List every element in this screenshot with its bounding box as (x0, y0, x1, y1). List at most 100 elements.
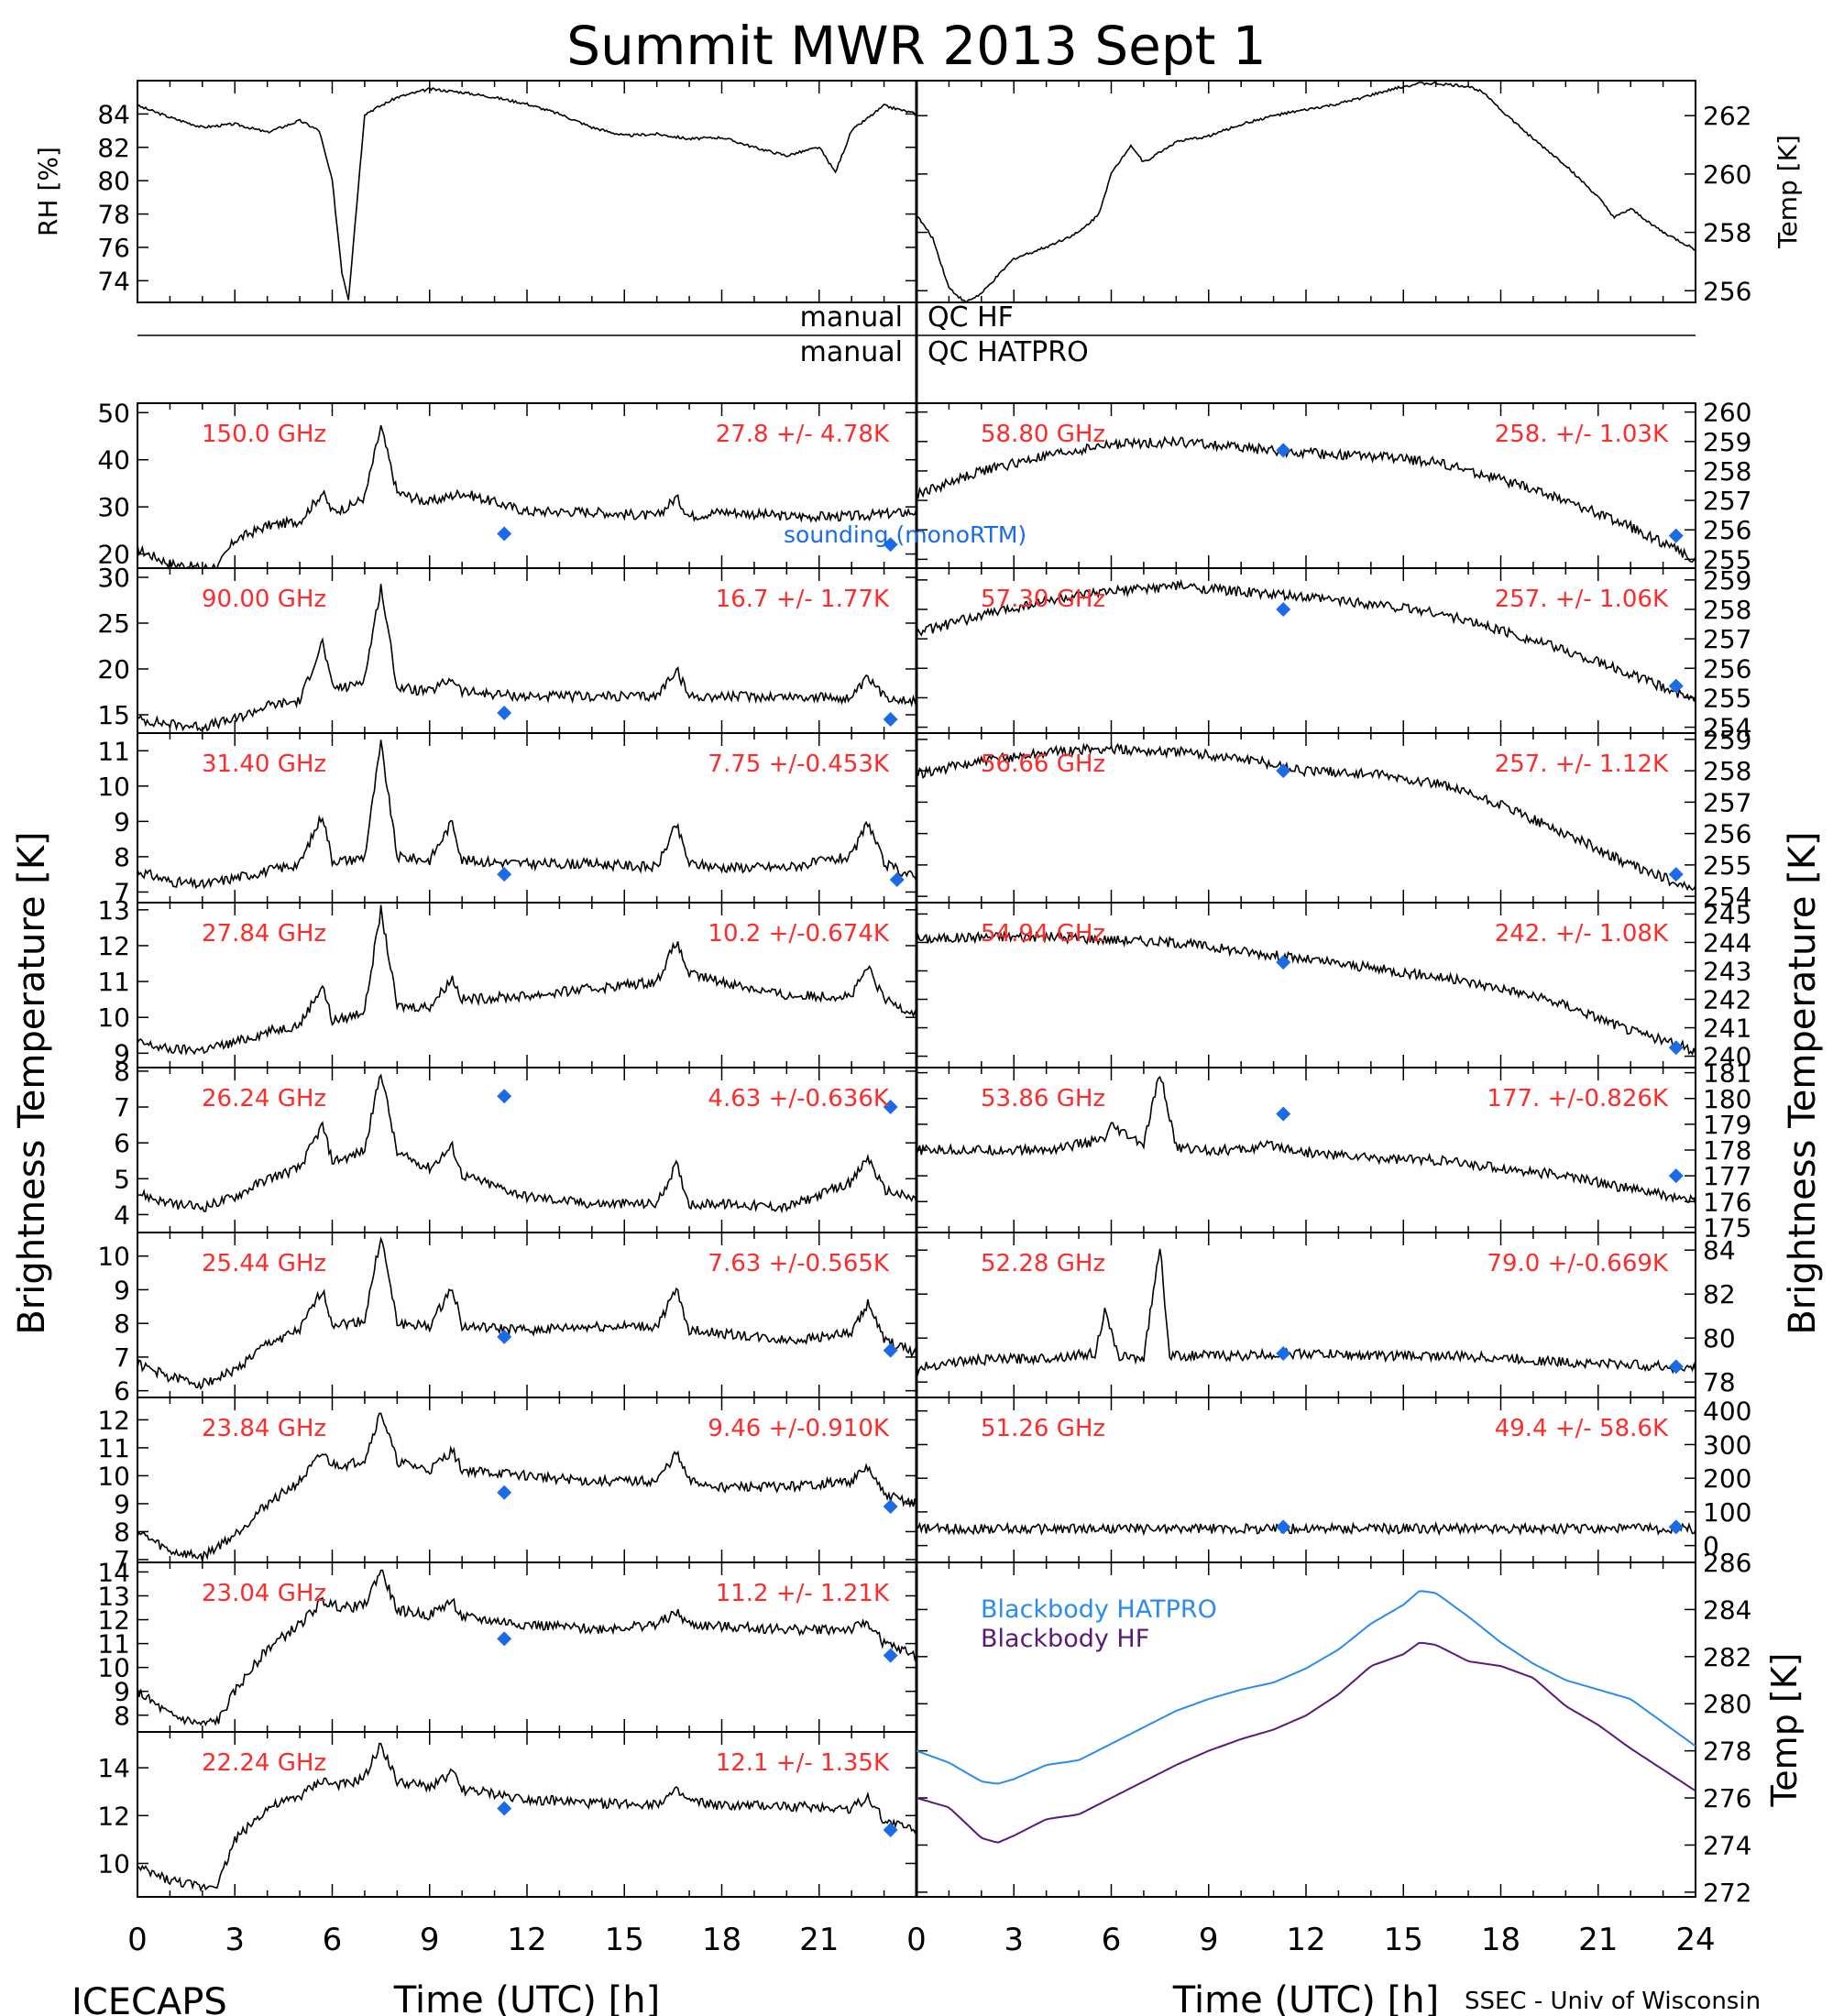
x-tick-label-left: 6 (323, 1922, 343, 1958)
y-tick-label: 11 (97, 967, 130, 997)
y-tick-label: 10 (97, 1848, 130, 1879)
right-axis-title: Brightness Temperature [K] (1782, 831, 1824, 1334)
y-tick-label: 84 (1703, 1235, 1736, 1265)
qc-hatpro-left: manual (800, 336, 903, 368)
y-tick-label: 30 (97, 563, 130, 593)
sounding-point (497, 1329, 512, 1344)
sounding-point (883, 712, 898, 727)
panel-90: 15 20 25 30 90.00 GHz 16.7 +/- 1.77K (97, 563, 917, 734)
x-axis-label-right: Time (UTC) [h] (1172, 1979, 1439, 2016)
x-tick-label-right: 12 (1286, 1922, 1325, 1958)
y-tick-label: 11 (97, 1629, 130, 1660)
y-tick-label: 11 (97, 736, 130, 766)
y-tick-label: 4 (114, 1200, 130, 1230)
sounding-point (1668, 1168, 1684, 1184)
x-tick-label-right: 21 (1578, 1922, 1618, 1958)
chart-title: Summit MWR 2013 Sept 1 (566, 15, 1266, 77)
y-tick-label: 5 (114, 1164, 130, 1194)
x-tick-label-left: 3 (225, 1922, 245, 1958)
y-tick-label: 20 (97, 654, 130, 685)
sounding-point (1276, 763, 1291, 779)
footer-right: SSEC - Univ of Wisconsin (1465, 1988, 1761, 2015)
stat-label: 27.8 +/- 4.78K (716, 421, 890, 448)
qc-hf-right: QC HF (927, 301, 1014, 334)
y-tick-label: 181 (1703, 1058, 1751, 1089)
y-tick-label: 80 (97, 166, 130, 196)
stat-label: 7.63 +/-0.565K (708, 1250, 890, 1277)
sounding-point (883, 1498, 898, 1514)
y-tick-label: 6 (114, 1128, 130, 1158)
stat-label: 9.46 +/-0.910K (708, 1415, 890, 1442)
panel-26: 4 5 6 7 8 26.24 GHz 4.63 +/-0.636K (114, 1057, 917, 1233)
y-tick-label: 8 (114, 842, 130, 872)
y-tick-label: 176 (1703, 1187, 1751, 1217)
trace-line (137, 1569, 917, 1726)
trace-line (137, 584, 917, 732)
y-tick-label: 178 (1703, 1135, 1751, 1166)
sounding-point (1276, 1519, 1291, 1535)
panel-27: 9 10 11 12 13 27.84 GHz 10.2 +/-0.674K (97, 895, 917, 1068)
y-tick-label: 200 (1703, 1463, 1751, 1494)
y-tick-label: 76 (97, 233, 130, 263)
y-tick-label: 10 (97, 1003, 130, 1033)
trace-line (916, 1520, 1696, 1537)
y-tick-label: 400 (1703, 1397, 1751, 1427)
stat-label: 257. +/- 1.06K (1495, 586, 1669, 613)
sounding-point (883, 537, 898, 553)
y-tick-label: 40 (97, 445, 130, 476)
freq-label: 23.84 GHz (202, 1415, 326, 1442)
freq-label: 53.86 GHz (981, 1085, 1105, 1112)
y-tick-label: 260 (1703, 159, 1751, 190)
freq-label: 23.04 GHz (202, 1580, 326, 1607)
freq-label: 22.24 GHz (202, 1749, 326, 1777)
trace-line (137, 424, 917, 570)
x-tick-label-left: 12 (507, 1922, 546, 1958)
series-line-1 (916, 1641, 1696, 1844)
sounding-point (883, 1342, 898, 1358)
y-tick-label: 255 (1703, 544, 1751, 575)
panel-5228: 78 80 82 84 52.28 GHz 79.0 +/-0.669K (916, 1232, 1736, 1398)
footer-left: ICECAPS (71, 1981, 227, 2016)
stat-label: 7.75 +/-0.453K (708, 751, 890, 778)
sounding-point (497, 526, 512, 542)
y-tick-label: 12 (97, 1801, 130, 1831)
y-tick-label: 0 (1703, 1531, 1719, 1561)
y-tick-label: 82 (1703, 1279, 1736, 1309)
y-tick-label: 82 (97, 133, 130, 163)
x-tick-label-right: 9 (1199, 1922, 1219, 1958)
y-tick-label: 8 (114, 1309, 130, 1339)
sounding-point (889, 871, 905, 887)
x-tick-label-left: 15 (605, 1922, 644, 1958)
freq-label: 90.00 GHz (202, 586, 326, 613)
y-tick-label: 9 (114, 1677, 130, 1707)
trace-line (916, 82, 1696, 303)
stat-label: 10.2 +/-0.674K (708, 920, 890, 948)
panel-frame-rh (137, 80, 917, 303)
y-tick-label: 256 (1703, 276, 1751, 306)
y-tick-label: 179 (1703, 1110, 1751, 1140)
freq-label: 31.40 GHz (202, 751, 326, 778)
y-tick-label: 11 (97, 1433, 130, 1463)
trace-line (137, 1073, 917, 1214)
y-tick-label: 240 (1703, 1042, 1751, 1072)
sounding-point (497, 1631, 512, 1647)
qc-hf-left: manual (800, 301, 903, 334)
y-tick-label: 286 (1703, 1548, 1751, 1578)
y-tick-label: 274 (1703, 1830, 1751, 1860)
x-tick-label-right: 3 (1004, 1922, 1024, 1958)
y-tick-label: 180 (1703, 1084, 1751, 1114)
y-tick-label: 244 (1703, 927, 1751, 958)
series-line-0 (916, 1590, 1696, 1785)
sounding-point (1276, 1106, 1291, 1122)
y-tick-label: 15 (97, 700, 130, 730)
y-tick-label: 78 (1703, 1367, 1736, 1397)
trace-line (137, 904, 917, 1057)
freq-label: 52.28 GHz (981, 1250, 1105, 1277)
stat-label: 49.4 +/- 58.6K (1495, 1415, 1669, 1442)
